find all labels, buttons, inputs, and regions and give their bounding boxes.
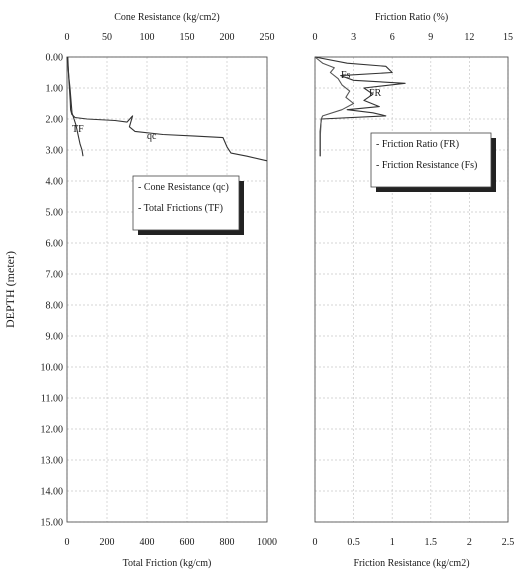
depth-tick-label: 11.00 xyxy=(41,394,63,405)
left-series-TF xyxy=(66,56,84,157)
depth-tick-label: 15.00 xyxy=(41,518,64,529)
depth-tick-label: 4.00 xyxy=(46,177,64,188)
left-bottom-tick-label: 400 xyxy=(140,537,155,548)
right-bottom-tick-label: 0.5 xyxy=(347,537,360,548)
right-series-FR xyxy=(314,56,406,157)
right-top-tick-label: 12 xyxy=(464,32,474,43)
depth-tick-label: 13.00 xyxy=(41,456,64,467)
right-bottom-axis-label: Friction Resistance (kg/cm2) xyxy=(353,558,469,569)
depth-tick-label: 3.00 xyxy=(46,146,64,157)
right-bottom-tick-label: 2.5 xyxy=(502,537,515,548)
depth-tick-label: 6.00 xyxy=(46,239,64,250)
right-top-tick-label: 6 xyxy=(390,32,395,43)
left-bottom-tick-label: 0 xyxy=(65,537,70,548)
left-top-tick-label: 50 xyxy=(102,32,112,43)
depth-tick-label: 14.00 xyxy=(41,487,64,498)
left-legend-box xyxy=(132,175,240,231)
depth-tick-label: 0.00 xyxy=(46,53,64,64)
left-series-label-TF: TF xyxy=(72,124,84,135)
depth-tick-label: 9.00 xyxy=(46,332,64,343)
left-top-tick-label: 0 xyxy=(65,32,70,43)
depth-tick-label: 1.00 xyxy=(46,84,64,95)
left-bottom-tick-label: 1000 xyxy=(257,537,277,548)
right-top-axis-label: Friction Ratio (%) xyxy=(375,12,448,23)
left-top-tick-label: 200 xyxy=(220,32,235,43)
right-top-tick-label: 9 xyxy=(428,32,433,43)
right-legend-entry: - Friction Resistance (Fs) xyxy=(376,160,477,171)
right-legend-entry: - Friction Ratio (FR) xyxy=(376,139,459,150)
right-bottom-tick-label: 0 xyxy=(313,537,318,548)
right-series-label-FR: FR xyxy=(369,88,382,99)
left-series-label-qc: qc xyxy=(147,131,157,142)
right-plot-frame xyxy=(314,56,509,523)
right-series-label-Fs: Fs xyxy=(341,70,351,81)
left-plot-frame xyxy=(66,56,268,523)
left-top-tick-label: 100 xyxy=(140,32,155,43)
left-bottom-axis-label: Total Friction (kg/cm) xyxy=(123,558,212,569)
left-legend-entry: - Total Frictions (TF) xyxy=(138,203,223,214)
left-legend-entry: - Cone Resistance (qc) xyxy=(138,182,229,193)
right-top-tick-label: 15 xyxy=(503,32,513,43)
left-bottom-tick-label: 800 xyxy=(220,537,235,548)
depth-tick-label: 8.00 xyxy=(46,301,64,312)
left-top-tick-label: 150 xyxy=(180,32,195,43)
right-bottom-tick-label: 2 xyxy=(467,537,472,548)
right-legend-box xyxy=(370,132,492,188)
depth-tick-label: 5.00 xyxy=(46,208,64,219)
left-bottom-tick-label: 200 xyxy=(100,537,115,548)
depth-tick-label: 7.00 xyxy=(46,270,64,281)
depth-tick-label: 12.00 xyxy=(41,425,64,436)
left-top-tick-label: 250 xyxy=(260,32,275,43)
right-top-tick-label: 0 xyxy=(313,32,318,43)
left-bottom-tick-label: 600 xyxy=(180,537,195,548)
right-bottom-tick-label: 1.5 xyxy=(425,537,438,548)
left-series-qc xyxy=(67,56,268,162)
left-top-axis-label: Cone Resistance (kg/cm2) xyxy=(114,12,220,23)
depth-tick-label: 2.00 xyxy=(46,115,64,126)
depth-axis-label: DEPTH (meter) xyxy=(3,251,17,328)
right-bottom-tick-label: 1 xyxy=(390,537,395,548)
depth-tick-label: 10.00 xyxy=(41,363,64,374)
right-top-tick-label: 3 xyxy=(351,32,356,43)
right-series-Fs xyxy=(314,56,355,157)
